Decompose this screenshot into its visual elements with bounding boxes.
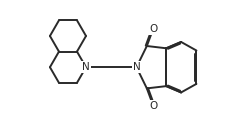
Text: N: N [82, 62, 90, 72]
Text: O: O [149, 100, 157, 111]
Text: N: N [133, 62, 140, 72]
Text: O: O [149, 24, 157, 34]
